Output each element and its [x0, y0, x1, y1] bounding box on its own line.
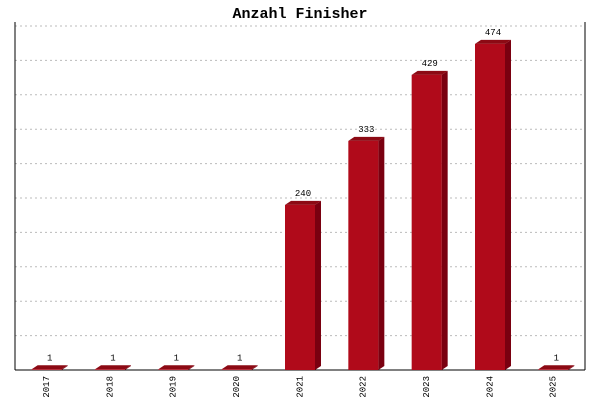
- bar-side: [188, 365, 195, 370]
- bar-top: [285, 200, 321, 205]
- bar: [538, 369, 569, 370]
- bar: [285, 204, 315, 370]
- x-tick-label: 2020: [232, 376, 242, 398]
- bar-top: [221, 365, 258, 370]
- bar-top: [348, 136, 385, 141]
- bar-top: [538, 365, 575, 370]
- bar: [31, 369, 62, 370]
- bar: [221, 369, 252, 370]
- x-tick-label: 2018: [105, 376, 115, 398]
- bar: [411, 74, 442, 371]
- bar-side: [315, 200, 321, 370]
- value-label: 240: [295, 189, 311, 199]
- value-label: 1: [110, 353, 115, 363]
- bar-top: [411, 70, 448, 75]
- bar-top: [158, 365, 195, 370]
- value-label: 333: [358, 125, 374, 135]
- bar-side: [441, 70, 448, 371]
- bar-top: [31, 365, 68, 370]
- bar: [158, 369, 189, 370]
- bar: [95, 369, 125, 370]
- bar-side: [505, 39, 511, 370]
- bar-top: [475, 39, 511, 44]
- chart-title: Anzahl Finisher: [232, 6, 367, 23]
- value-label: 1: [174, 353, 179, 363]
- x-tick-label: 2023: [422, 376, 432, 398]
- bar-top: [95, 365, 131, 370]
- x-tick-label: 2021: [295, 376, 305, 398]
- x-tick-label: 2024: [485, 376, 495, 398]
- bar: [475, 43, 505, 370]
- x-tick-label: 2017: [42, 376, 52, 398]
- bar-side: [378, 136, 385, 370]
- bar: [348, 140, 379, 370]
- bar-side: [125, 365, 131, 370]
- value-label: 1: [237, 353, 242, 363]
- value-label: 1: [554, 353, 559, 363]
- bar-side: [61, 365, 68, 370]
- value-label: 1: [47, 353, 52, 363]
- bar-side: [568, 365, 575, 370]
- value-label: 474: [485, 28, 501, 38]
- bar-side: [251, 365, 258, 370]
- x-tick-label: 2019: [169, 376, 179, 398]
- x-tick-label: 2025: [549, 376, 559, 398]
- value-label: 429: [422, 59, 438, 69]
- x-tick-label: 2022: [359, 376, 369, 398]
